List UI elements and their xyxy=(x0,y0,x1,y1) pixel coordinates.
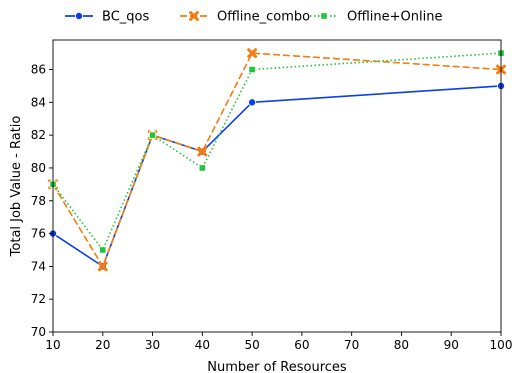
x-tick-label: 10 xyxy=(45,338,60,352)
data-point-2-4 xyxy=(248,65,256,74)
y-tick-label: 82 xyxy=(31,128,46,142)
legend-marker-2 xyxy=(320,12,328,20)
x-axis-label: Number of Resources xyxy=(207,360,347,373)
y-axis-label: Total Job Value - Ratio xyxy=(9,116,24,258)
y-tick-label: 72 xyxy=(31,292,46,306)
x-tick-label: 50 xyxy=(244,338,259,352)
x-tick-label: 30 xyxy=(145,338,160,352)
data-point-0-4 xyxy=(248,98,257,107)
y-tick-label: 70 xyxy=(31,325,46,339)
y-tick-label: 80 xyxy=(31,161,46,175)
data-point-1-3 xyxy=(197,146,208,157)
series-line-1 xyxy=(52,52,502,268)
data-point-2-1 xyxy=(99,246,107,254)
x-axis: 10 20 30 40 50 60 70 80 90 100 xyxy=(45,332,512,352)
x-tick-label: 40 xyxy=(195,338,210,352)
x-tick-label: 70 xyxy=(344,338,359,352)
x-tick-label: 90 xyxy=(444,338,459,352)
legend: BC_qos Offline_combo Offline+Online xyxy=(65,10,442,25)
y-tick-label: 74 xyxy=(31,259,46,273)
x-tick-label: 80 xyxy=(394,338,409,352)
data-point-1-4 xyxy=(247,48,258,59)
y-tick-label: 84 xyxy=(31,95,46,109)
x-tick-label: 100 xyxy=(490,338,513,352)
x-tick-label: 60 xyxy=(294,338,309,352)
legend-label-1: Offline_combo xyxy=(217,10,310,25)
y-axis: 70 72 74 76 78 80 82 84 86 xyxy=(31,63,53,339)
x-tick-label: 20 xyxy=(95,338,110,352)
series-line-2 xyxy=(52,52,502,251)
data-point-1-1 xyxy=(97,261,108,272)
data-point-2-3 xyxy=(198,164,206,172)
y-tick-label: 86 xyxy=(31,63,46,77)
y-tick-label: 76 xyxy=(31,227,46,241)
data-point-2-2 xyxy=(148,131,157,139)
legend-label-2: Offline+Online xyxy=(347,10,442,25)
plot-frame xyxy=(52,39,502,333)
y-tick-label: 78 xyxy=(31,194,46,208)
legend-label-0: BC_qos xyxy=(102,10,149,25)
legend-marker-0 xyxy=(75,11,84,20)
series-line-0 xyxy=(52,85,502,268)
plot-area xyxy=(48,39,506,333)
legend-marker-1 xyxy=(189,11,199,21)
